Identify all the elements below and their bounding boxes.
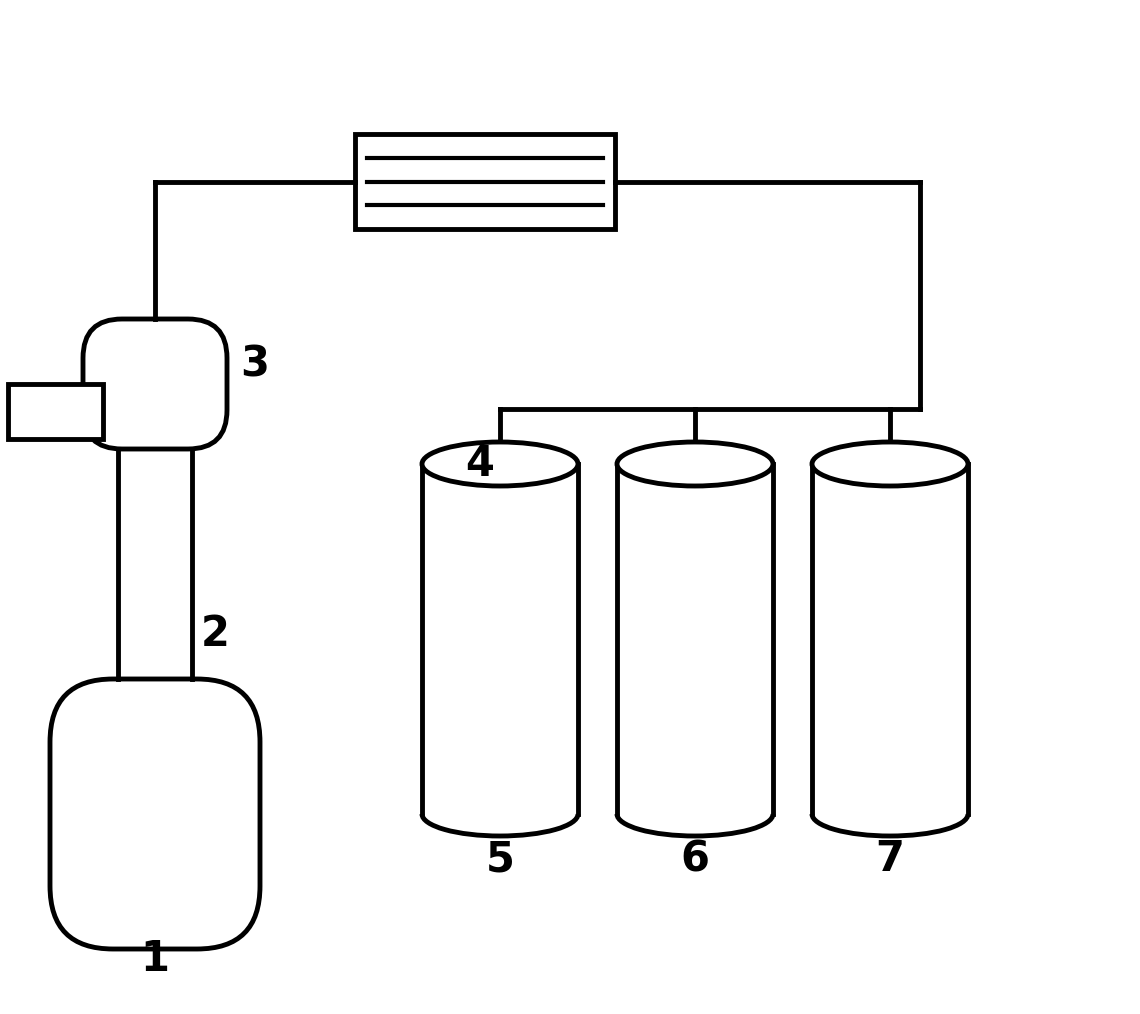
FancyBboxPatch shape <box>50 679 260 949</box>
Text: 5: 5 <box>486 838 514 880</box>
Text: 2: 2 <box>201 613 229 655</box>
Text: 6: 6 <box>681 838 709 880</box>
Bar <box>617 464 773 814</box>
Text: 3: 3 <box>241 343 269 385</box>
Ellipse shape <box>812 442 968 486</box>
Bar <box>422 464 578 814</box>
Bar <box>812 464 968 814</box>
Text: 1: 1 <box>140 938 170 980</box>
Ellipse shape <box>422 442 578 486</box>
Text: 4: 4 <box>465 443 495 485</box>
Text: 7: 7 <box>876 838 904 880</box>
Bar <box>119 449 192 679</box>
Ellipse shape <box>617 442 773 486</box>
Bar <box>355 134 614 229</box>
FancyBboxPatch shape <box>83 319 227 449</box>
Bar <box>8 384 103 439</box>
